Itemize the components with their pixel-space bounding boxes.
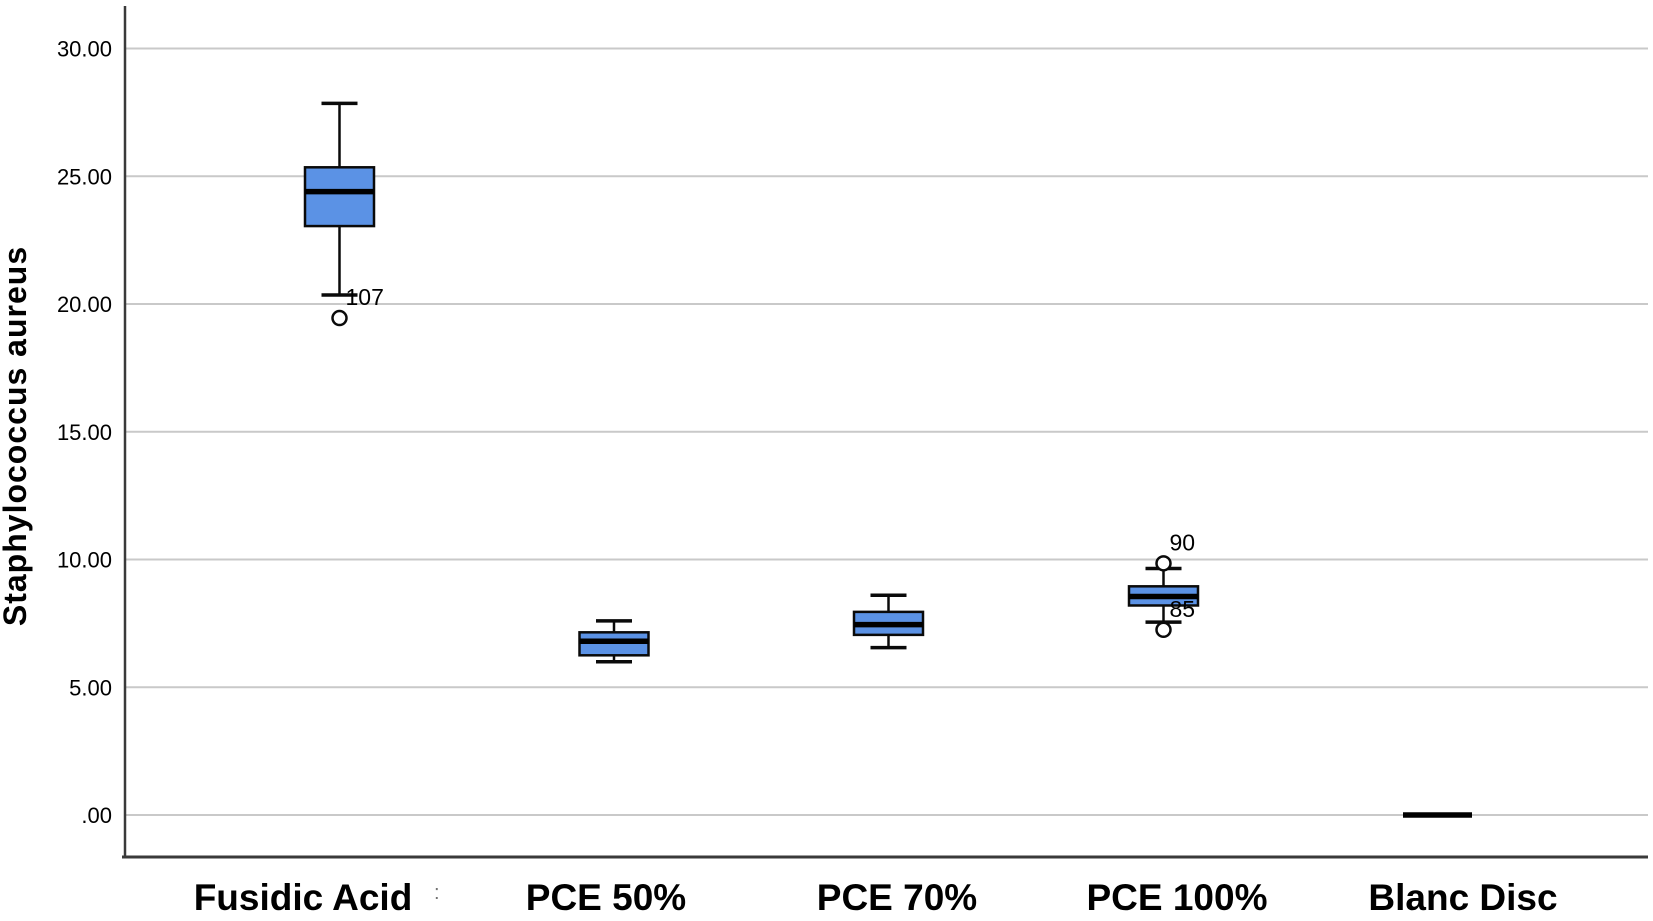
x-category-label-pce-100-: PCE 100%	[1087, 877, 1268, 918]
x-category-label-blanc-disc: Blanc Disc	[1368, 877, 1557, 918]
outlier-point-pce-100-	[1155, 555, 1172, 572]
outlier-label-fusidic-acid: 107	[346, 284, 384, 310]
x-category-label-fusidic-acid: Fusidic Acid	[194, 877, 413, 918]
y-tick-label: 20.00	[57, 292, 112, 317]
y-tick-label: 5.00	[69, 675, 112, 700]
y-tick-label: .00	[81, 803, 112, 828]
stray-mark: :	[434, 882, 440, 904]
y-tick-label: 25.00	[57, 164, 112, 189]
y-tick-label: 10.00	[57, 548, 112, 573]
x-category-label-pce-50-: PCE 50%	[526, 877, 686, 918]
outlier-point-fusidic-acid	[331, 309, 348, 327]
y-tick-label: 15.00	[57, 420, 112, 445]
outlier-label-pce-100-: 90	[1170, 529, 1196, 555]
x-category-label-pce-70-: PCE 70%	[817, 877, 977, 918]
y-axis-title: Staphylococcus aureus	[0, 246, 33, 626]
y-tick-label: 30.00	[57, 37, 112, 62]
outlier-point-pce-100-	[1155, 621, 1172, 639]
box-fusidic-acid	[303, 166, 376, 228]
outlier-label-pce-100-: 85	[1170, 596, 1196, 622]
